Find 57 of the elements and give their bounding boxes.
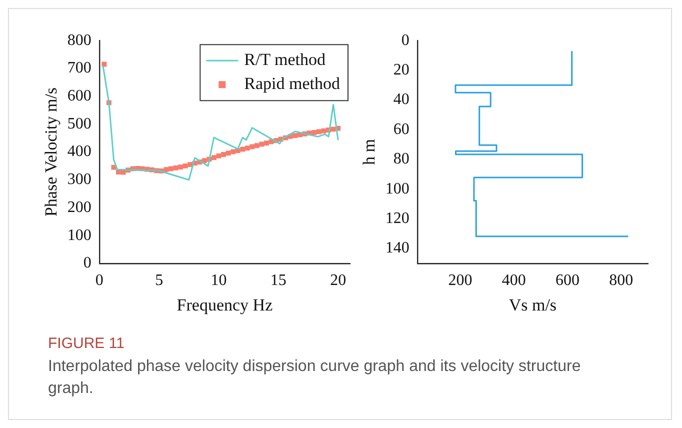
point [168,166,174,172]
caption: FIGURE 11 [48,335,126,352]
point [188,162,193,168]
y-tick-label: 20 [393,62,410,79]
y-tick-label: 600 [67,88,92,105]
x-axis-title: Vs m/s [508,295,557,314]
point [254,143,260,148]
x-axis-title: Frequency Hz [176,295,274,314]
y-axis-title: h m [360,139,379,165]
point [211,155,216,160]
legend-label: R/T method [244,50,326,70]
point [182,163,188,168]
y-tick-label: 300 [67,171,92,188]
point [216,153,222,158]
point [250,144,255,150]
x-tick-label: 800 [609,272,634,290]
x-tick-label: 20 [330,272,346,290]
y-tick-label: 80 [393,150,410,168]
point [240,146,246,152]
x-tick-label: 400 [502,272,526,290]
x-tick-label: 5 [155,272,164,290]
point [226,150,231,156]
y-axis-title: Phase Velocity m/s [42,87,61,217]
x-tick-label: 0 [95,272,104,290]
x-tick-label: 600 [556,272,580,290]
point [173,165,178,170]
y-tick-label: 800 [67,32,92,49]
point [292,133,298,138]
point [330,126,336,132]
point [259,142,264,147]
legend-label: Rapid method [244,74,340,94]
y-tick-label: 100 [67,226,92,244]
point [221,152,226,157]
point [264,140,269,146]
y-tick-label: 700 [67,60,92,77]
point [244,146,250,151]
y-tick-label: 120 [385,210,410,228]
point [178,164,184,170]
point [321,128,326,134]
y-tick-label: 400 [67,143,92,160]
x-tick-label: 10 [210,272,227,290]
y-tick-label: 100 [385,180,410,198]
point [230,149,236,154]
y-tick-label: 40 [393,91,410,108]
point [316,129,322,134]
y-tick-label: 0 [401,32,410,49]
point [111,164,116,170]
point [312,130,317,135]
y-tick-label: 200 [67,198,92,216]
x-tick-label: 15 [270,272,286,290]
y-tick-label: 140 [385,240,410,257]
y-tick-label: 500 [67,115,92,132]
point [164,167,169,172]
text: Interpolated phase velocity dispersion curve graph and its velocity structure graph. [48,357,582,399]
x-tick-label: 200 [448,272,472,290]
y-tick-label: 0 [83,254,92,272]
y-tick-label: 60 [393,120,410,138]
